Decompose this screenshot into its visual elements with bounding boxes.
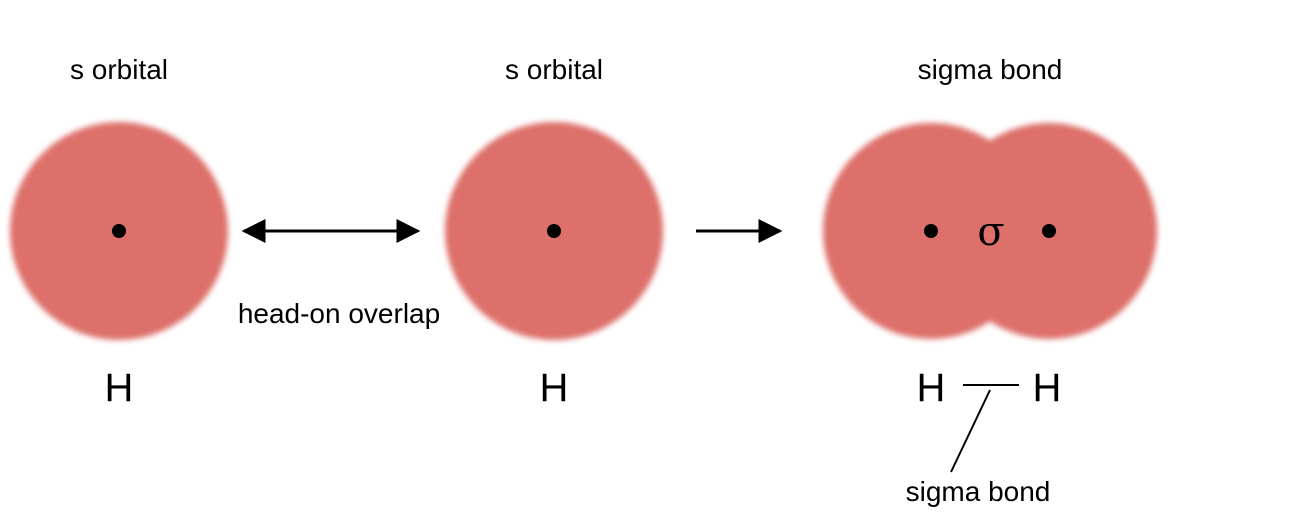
atom-label-middle: H [539,366,569,410]
bond-callout-label: sigma bond [905,476,1051,507]
nucleus-left [112,224,126,238]
title-left: s orbital [69,54,169,85]
title-middle: s orbital [504,54,604,85]
sigma-symbol: σ [977,209,1005,255]
atom-label-left: H [104,366,134,410]
nucleus-middle [547,224,561,238]
overlap-caption: head-on overlap [237,298,441,329]
nucleus-right-b [1042,224,1056,238]
atom-label-bond-left: H [916,366,946,410]
title-right: sigma bond [917,54,1063,85]
bond-callout-line [950,389,991,473]
atom-label-bond-right: H [1032,366,1062,410]
nucleus-right-a [924,224,938,238]
